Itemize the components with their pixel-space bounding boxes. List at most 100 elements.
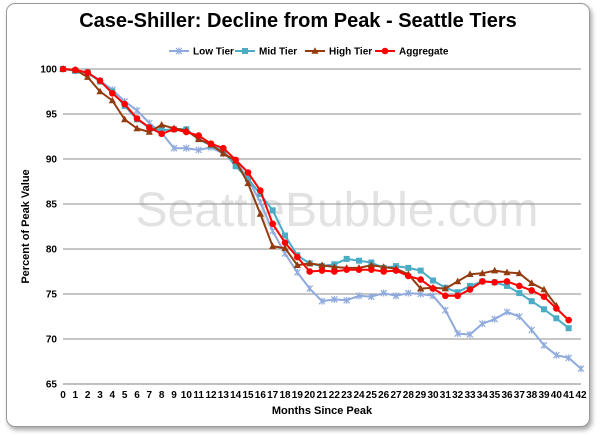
x-tick-label: 0	[60, 390, 66, 401]
data-point-mid-tier	[516, 290, 523, 297]
data-point-aggregate	[491, 279, 498, 286]
data-point-aggregate	[170, 126, 178, 133]
data-point-low-tier	[256, 198, 264, 206]
data-point-low-tier	[528, 326, 536, 334]
data-point-mid-tier	[565, 325, 572, 332]
legend-marker-mid-tier	[242, 48, 248, 54]
x-tick-label: 36	[501, 390, 513, 401]
legend-marker-low-tier	[175, 47, 183, 55]
data-point-aggregate	[417, 276, 424, 283]
data-point-low-tier	[269, 227, 277, 235]
data-point-aggregate	[232, 156, 239, 164]
x-tick-label: 39	[538, 390, 550, 401]
data-point-high-tier	[306, 259, 314, 267]
data-point-aggregate	[306, 268, 313, 275]
x-tick-label: 28	[403, 390, 415, 401]
data-point-low-tier	[417, 290, 425, 298]
data-point-aggregate	[565, 316, 572, 324]
data-point-aggregate	[540, 293, 548, 301]
data-point-aggregate	[109, 90, 116, 97]
data-point-high-tier	[441, 284, 449, 292]
data-point-low-tier	[306, 285, 314, 293]
legend-label-low-tier: Low Tier	[193, 47, 234, 58]
y-tick-label: 70	[46, 335, 58, 346]
data-point-aggregate	[516, 282, 523, 290]
x-tick-label: 1	[73, 390, 79, 401]
x-tick-label: 19	[292, 390, 304, 401]
data-point-high-tier	[121, 115, 129, 123]
data-point-low-tier	[182, 144, 190, 152]
data-point-aggregate	[355, 266, 363, 274]
x-tick-label: 3	[97, 390, 103, 401]
data-point-aggregate	[368, 266, 375, 274]
data-point-low-tier	[318, 297, 326, 305]
data-point-low-tier	[380, 289, 388, 297]
data-point-high-tier	[417, 284, 425, 292]
data-point-low-tier	[466, 331, 474, 338]
data-point-aggregate	[72, 66, 79, 74]
data-point-mid-tier	[430, 277, 436, 284]
data-point-high-tier	[244, 179, 252, 187]
data-point-high-tier	[478, 269, 486, 277]
data-point-mid-tier	[257, 191, 264, 198]
x-tick-label: 40	[551, 390, 563, 401]
data-point-aggregate	[380, 268, 387, 275]
data-point-aggregate	[343, 266, 350, 274]
x-tick-label: 8	[159, 390, 165, 401]
x-tick-label: 16	[255, 390, 267, 401]
data-point-low-tier	[392, 292, 400, 300]
x-tick-label: 21	[316, 390, 328, 401]
x-tick-label: 41	[563, 390, 575, 401]
x-tick-label: 26	[378, 390, 390, 401]
x-tick-label: 5	[122, 390, 128, 401]
x-tick-label: 25	[366, 390, 378, 401]
data-point-mid-tier	[356, 257, 362, 264]
legend-marker-aggregate	[381, 47, 389, 55]
data-point-low-tier	[170, 144, 178, 152]
data-point-aggregate	[331, 268, 338, 275]
data-point-mid-tier	[282, 232, 288, 239]
data-point-aggregate	[133, 115, 141, 122]
data-point-mid-tier	[541, 306, 547, 313]
data-point-low-tier	[195, 146, 203, 154]
x-tick-label: 34	[477, 390, 489, 401]
data-point-high-tier	[540, 285, 548, 293]
y-tick-label: 85	[46, 200, 58, 211]
data-point-low-tier	[491, 315, 499, 323]
data-point-aggregate	[257, 187, 264, 194]
data-point-low-tier	[355, 292, 363, 300]
data-point-aggregate	[220, 144, 227, 152]
data-point-aggregate	[121, 100, 128, 108]
data-point-mid-tier	[467, 282, 473, 289]
data-point-high-tier	[528, 279, 536, 286]
y-tick-label: 100	[40, 65, 57, 76]
x-tick-label: 6	[134, 390, 140, 401]
data-point-high-tier	[318, 261, 326, 268]
data-point-aggregate	[466, 286, 474, 293]
data-point-aggregate	[429, 285, 437, 292]
x-tick-label: 15	[242, 390, 254, 401]
y-tick-label: 90	[46, 155, 58, 166]
y-tick-label: 75	[46, 290, 58, 301]
x-tick-label: 9	[171, 390, 177, 401]
data-point-low-tier	[503, 308, 511, 316]
data-point-high-tier	[269, 242, 277, 250]
data-point-aggregate	[207, 140, 215, 147]
data-point-aggregate	[84, 69, 91, 76]
y-tick-label: 95	[46, 110, 58, 121]
data-point-high-tier	[158, 121, 166, 128]
watermark-text: SeattleBubble.com	[136, 184, 539, 237]
legend-label-mid-tier: Mid Tier	[259, 47, 297, 58]
data-point-high-tier	[133, 124, 141, 132]
data-point-high-tier	[454, 277, 462, 285]
data-point-low-tier	[441, 306, 449, 314]
data-point-low-tier	[330, 295, 338, 303]
data-point-high-tier	[466, 270, 474, 277]
data-point-high-tier	[515, 269, 523, 277]
data-point-high-tier	[281, 244, 289, 251]
data-point-low-tier	[515, 313, 523, 320]
data-point-aggregate	[442, 292, 449, 300]
data-point-aggregate	[146, 124, 153, 131]
data-point-low-tier	[454, 330, 462, 338]
data-point-aggregate	[281, 239, 289, 246]
